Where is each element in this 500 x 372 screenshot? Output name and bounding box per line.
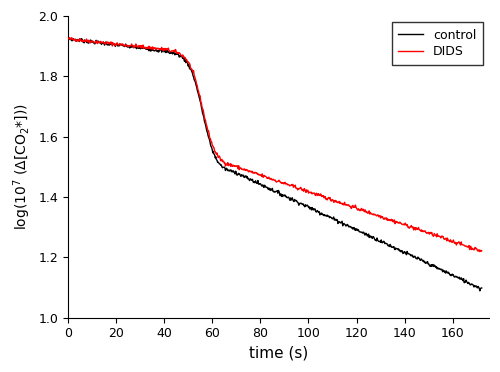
DIDS [65, 36, 71, 41]
control [440, 268, 446, 272]
control [360, 231, 366, 235]
control [430, 262, 436, 267]
X-axis label: time (s): time (s) [249, 346, 308, 361]
DIDS [164, 47, 170, 52]
control [164, 49, 170, 53]
control [65, 35, 71, 39]
DIDS [66, 36, 72, 41]
control [270, 189, 276, 193]
Y-axis label: log(10$^7$ ($\Delta$[CO$_2$*])): log(10$^7$ ($\Delta$[CO$_2$*])) [11, 103, 32, 230]
control [66, 36, 72, 41]
Line: control: control [68, 37, 482, 291]
DIDS [430, 233, 436, 238]
control [477, 289, 483, 293]
Legend: control, DIDS: control, DIDS [392, 22, 482, 65]
DIDS [66, 35, 72, 40]
DIDS [360, 207, 366, 211]
DIDS [270, 177, 276, 182]
DIDS [478, 248, 484, 253]
control [478, 286, 484, 290]
DIDS [476, 249, 482, 254]
Line: DIDS: DIDS [68, 38, 482, 251]
DIDS [441, 237, 447, 241]
